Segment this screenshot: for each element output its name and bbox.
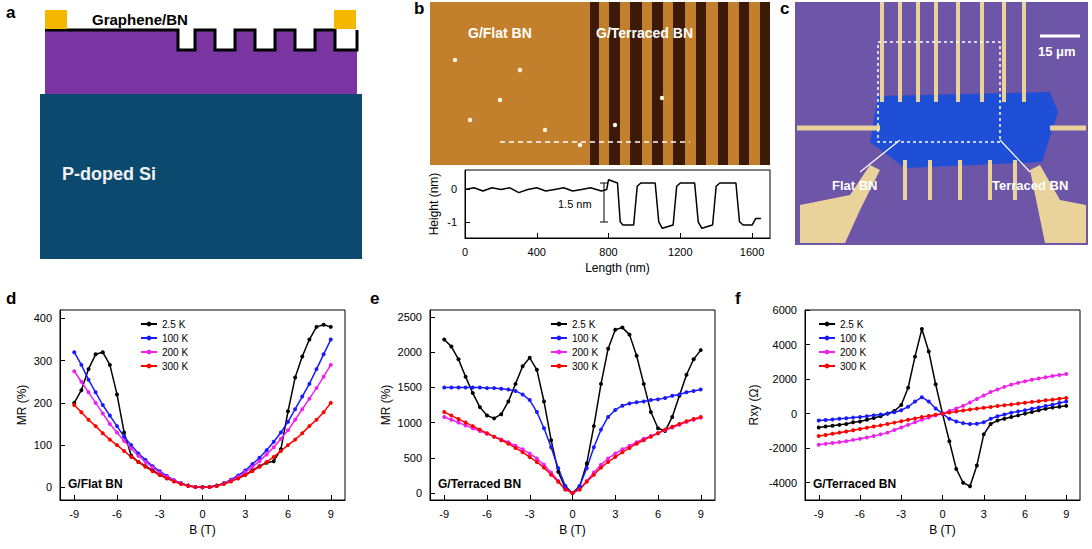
svg-text:6000: 6000 [773, 304, 797, 316]
svg-text:300 K: 300 K [572, 361, 598, 372]
svg-text:0: 0 [199, 508, 205, 520]
svg-text:400: 400 [528, 246, 546, 258]
svg-text:6: 6 [1022, 508, 1028, 520]
svg-text:200: 200 [34, 397, 52, 409]
svg-text:9: 9 [1063, 508, 1069, 520]
svg-text:9: 9 [328, 508, 334, 520]
svg-text:Height (nm): Height (nm) [427, 173, 441, 236]
svg-text:1600: 1600 [740, 246, 764, 258]
svg-text:e: e [370, 289, 379, 308]
svg-text:-6: -6 [482, 508, 492, 520]
svg-text:0: 0 [569, 508, 575, 520]
svg-text:300 K: 300 K [162, 361, 188, 372]
svg-text:6: 6 [655, 508, 661, 520]
svg-text:2000: 2000 [398, 346, 422, 358]
svg-text:Graphene/BN: Graphene/BN [92, 11, 188, 28]
svg-text:100 K: 100 K [572, 333, 598, 344]
svg-text:2.5 K: 2.5 K [572, 319, 596, 330]
svg-text:500: 500 [404, 452, 422, 464]
svg-text:2.5 K: 2.5 K [162, 319, 186, 330]
svg-text:-3: -3 [896, 508, 906, 520]
svg-text:B (T): B (T) [189, 523, 216, 537]
svg-text:0: 0 [416, 487, 422, 499]
svg-text:Rxy (Ω): Rxy (Ω) [747, 385, 761, 426]
svg-text:9: 9 [698, 508, 704, 520]
svg-text:MR (%): MR (%) [15, 385, 29, 426]
svg-text:15 μm: 15 μm [1038, 44, 1076, 59]
svg-text:-6: -6 [855, 508, 865, 520]
svg-text:P-doped Si: P-doped Si [62, 164, 156, 184]
svg-text:Terraced BN: Terraced BN [992, 178, 1068, 193]
svg-text:100: 100 [34, 439, 52, 451]
svg-text:3: 3 [612, 508, 618, 520]
svg-text:0: 0 [939, 508, 945, 520]
svg-text:400: 400 [34, 312, 52, 324]
svg-text:-9: -9 [69, 508, 79, 520]
svg-text:100 K: 100 K [840, 333, 866, 344]
svg-text:1500: 1500 [398, 381, 422, 393]
svg-text:200 K: 200 K [162, 347, 188, 358]
svg-text:-3: -3 [525, 508, 535, 520]
svg-text:G/Terraced BN: G/Terraced BN [438, 477, 521, 491]
svg-text:1200: 1200 [668, 246, 692, 258]
svg-text:G/Flat BN: G/Flat BN [68, 477, 123, 491]
svg-text:B (T): B (T) [559, 523, 586, 537]
svg-text:-6: -6 [112, 508, 122, 520]
svg-text:-4000: -4000 [769, 477, 797, 489]
svg-text:a: a [6, 3, 16, 22]
svg-text:300 K: 300 K [840, 361, 866, 372]
svg-text:-9: -9 [439, 508, 449, 520]
svg-text:Length (nm): Length (nm) [585, 261, 650, 275]
svg-text:0: 0 [791, 408, 797, 420]
svg-text:b: b [414, 0, 424, 18]
svg-text:2500: 2500 [398, 311, 422, 323]
svg-text:200 K: 200 K [572, 347, 598, 358]
svg-text:3: 3 [981, 508, 987, 520]
svg-text:4000: 4000 [773, 339, 797, 351]
svg-text:B (T): B (T) [929, 523, 956, 537]
svg-text:1000: 1000 [398, 417, 422, 429]
svg-text:Flat BN: Flat BN [832, 178, 878, 193]
svg-text:1.5 nm: 1.5 nm [558, 198, 592, 210]
svg-text:-1: -1 [447, 216, 457, 228]
svg-text:2.5 K: 2.5 K [840, 319, 864, 330]
svg-text:3: 3 [242, 508, 248, 520]
svg-text:200 K: 200 K [840, 347, 866, 358]
svg-text:G/Terraced BN: G/Terraced BN [596, 25, 693, 41]
svg-text:800: 800 [599, 246, 617, 258]
svg-text:0: 0 [46, 481, 52, 493]
svg-text:0: 0 [451, 183, 457, 195]
svg-text:c: c [780, 0, 789, 18]
svg-text:f: f [735, 289, 741, 308]
svg-text:300: 300 [34, 355, 52, 367]
svg-text:MR (%): MR (%) [379, 385, 393, 426]
svg-text:-3: -3 [155, 508, 165, 520]
svg-text:-2000: -2000 [769, 442, 797, 454]
svg-text:-9: -9 [814, 508, 824, 520]
svg-text:d: d [6, 289, 16, 308]
svg-text:6: 6 [285, 508, 291, 520]
svg-text:G/Terraced BN: G/Terraced BN [813, 477, 896, 491]
svg-text:0: 0 [462, 246, 468, 258]
svg-text:G/Flat BN: G/Flat BN [468, 25, 532, 41]
svg-text:100 K: 100 K [162, 333, 188, 344]
svg-text:2000: 2000 [773, 373, 797, 385]
